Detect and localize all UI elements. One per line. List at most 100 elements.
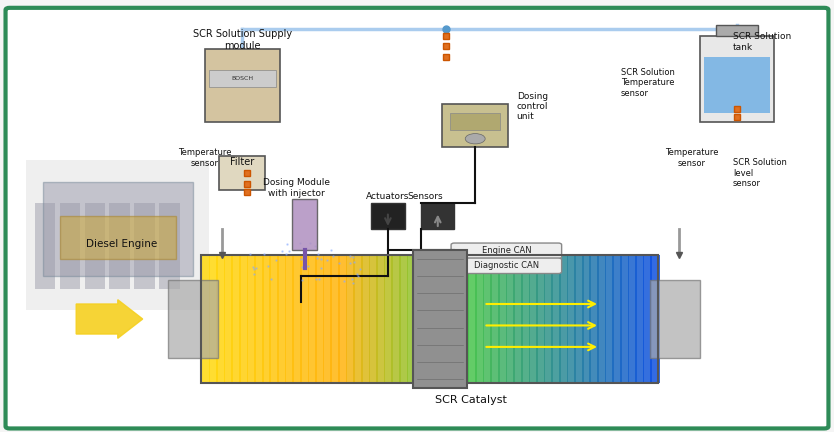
FancyBboxPatch shape	[451, 243, 561, 258]
Bar	[513, 254, 523, 383]
Text: SCR Solution
Temperature
sensor: SCR Solution Temperature sensor	[620, 68, 675, 98]
Text: Engine CAN: Engine CAN	[481, 246, 531, 255]
Bar	[224, 254, 233, 383]
Bar	[566, 254, 576, 383]
Bar	[109, 203, 130, 289]
Text: Temperature
sensor: Temperature sensor	[178, 148, 232, 168]
Bar	[521, 254, 530, 383]
Bar	[345, 254, 355, 383]
Bar	[371, 203, 404, 229]
Bar	[597, 254, 606, 383]
Bar	[475, 254, 485, 383]
Bar	[536, 254, 545, 383]
Bar	[605, 254, 614, 383]
Text: SCR Solution
level
sensor: SCR Solution level sensor	[733, 158, 786, 188]
Bar	[704, 57, 771, 113]
Bar	[437, 254, 446, 383]
Bar	[651, 254, 660, 383]
Bar	[247, 254, 256, 383]
Bar	[159, 203, 180, 289]
Text: Diesel Engine: Diesel Engine	[86, 239, 158, 249]
Bar	[216, 254, 225, 383]
Bar	[544, 254, 553, 383]
Bar	[529, 254, 538, 383]
Bar	[84, 203, 105, 289]
Bar	[300, 254, 309, 383]
Bar	[384, 254, 393, 383]
Bar	[59, 216, 176, 259]
Bar	[208, 254, 218, 383]
Bar	[361, 254, 370, 383]
Bar	[612, 254, 621, 383]
Text: SCR Solution
tank: SCR Solution tank	[733, 32, 791, 52]
Bar	[219, 156, 265, 190]
Text: BOSCH: BOSCH	[231, 76, 254, 81]
Text: Diagnostic CAN: Diagnostic CAN	[474, 261, 539, 270]
Bar	[430, 254, 439, 383]
Bar	[407, 254, 416, 383]
Bar	[292, 254, 302, 383]
Bar	[284, 254, 294, 383]
Bar	[468, 254, 477, 383]
Text: Sensors: Sensors	[408, 192, 443, 201]
Bar	[205, 49, 280, 121]
Bar	[445, 254, 454, 383]
Bar	[421, 203, 455, 229]
Bar	[551, 254, 560, 383]
Bar	[330, 254, 339, 383]
Bar	[269, 254, 279, 383]
Text: SCR Solution Supply
module: SCR Solution Supply module	[193, 29, 292, 51]
Bar	[442, 105, 509, 147]
FancyBboxPatch shape	[451, 258, 561, 273]
Bar	[505, 254, 515, 383]
Bar	[452, 254, 461, 383]
Text: Filter: Filter	[230, 157, 254, 167]
Bar	[716, 25, 758, 36]
Bar	[134, 203, 155, 289]
Bar	[399, 254, 409, 383]
Bar	[168, 280, 218, 358]
Bar	[201, 254, 210, 383]
Bar	[636, 254, 645, 383]
Bar	[582, 254, 591, 383]
Bar	[254, 254, 264, 383]
Bar	[59, 203, 80, 289]
Bar	[338, 254, 347, 383]
Bar	[369, 254, 378, 383]
Bar	[483, 254, 492, 383]
FancyBboxPatch shape	[6, 8, 828, 429]
Bar	[414, 254, 424, 383]
Bar	[262, 254, 271, 383]
FancyArrow shape	[76, 300, 143, 338]
Bar	[498, 254, 507, 383]
Bar	[575, 254, 584, 383]
Bar	[323, 254, 332, 383]
Bar	[277, 254, 286, 383]
Text: SCR Catalyst: SCR Catalyst	[435, 395, 507, 405]
Bar	[27, 160, 209, 311]
Bar	[413, 250, 467, 388]
Bar	[650, 280, 700, 358]
Bar	[450, 113, 500, 130]
Bar	[391, 254, 400, 383]
Bar	[620, 254, 629, 383]
Text: Dosing
control
unit: Dosing control unit	[517, 92, 548, 121]
Bar	[239, 254, 249, 383]
Bar	[590, 254, 599, 383]
Bar	[354, 254, 363, 383]
Bar	[460, 254, 470, 383]
Bar	[315, 254, 324, 383]
Bar	[376, 254, 385, 383]
Bar	[422, 254, 431, 383]
Bar	[43, 182, 193, 276]
Bar	[700, 36, 775, 121]
Bar	[292, 199, 317, 250]
Bar	[559, 254, 568, 383]
Bar	[490, 254, 500, 383]
Text: Temperature
sensor: Temperature sensor	[665, 148, 718, 168]
Bar	[627, 254, 637, 383]
Bar	[308, 254, 317, 383]
Circle shape	[465, 133, 485, 144]
Bar	[643, 254, 652, 383]
Bar	[231, 254, 241, 383]
